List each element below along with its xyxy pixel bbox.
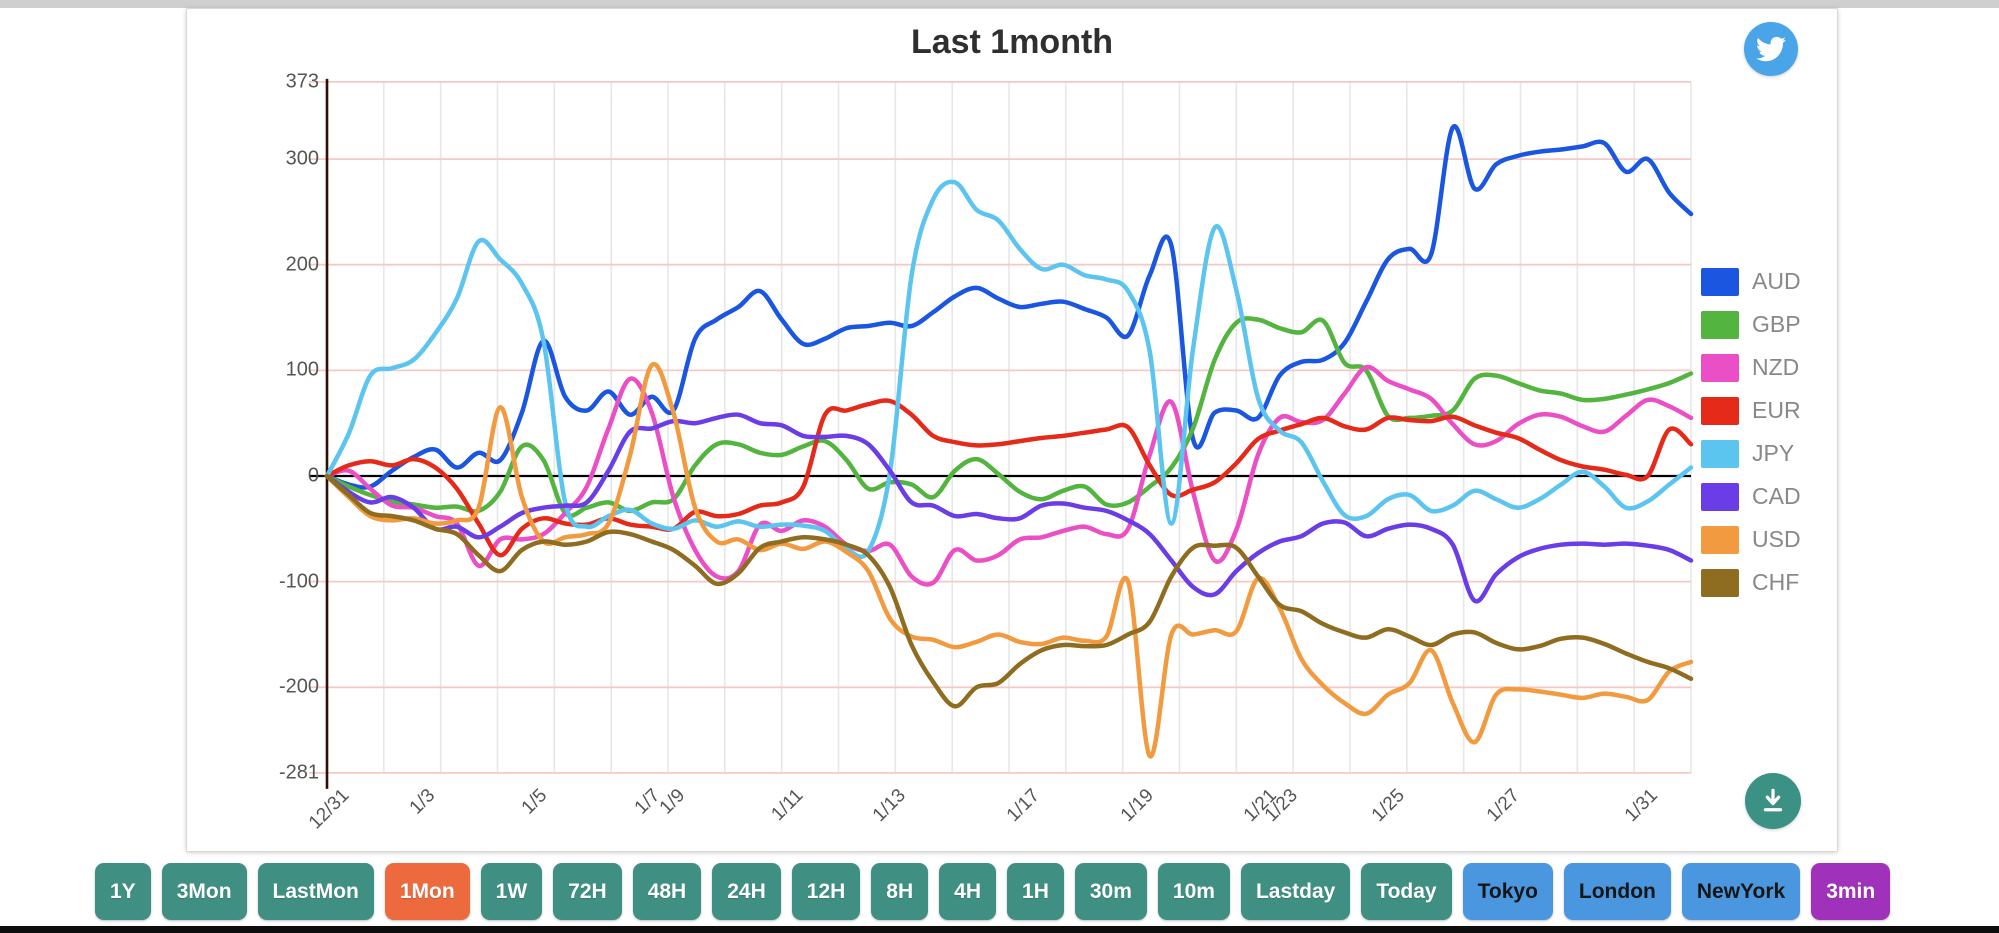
download-chart-button[interactable] [1745,773,1801,829]
timeframe-button-row: 1Y 3Mon LastMon 1Mon 1W 72H 48H 24H 12H 8H 4H 1H 30m… [95,863,1891,920]
timeframe-button-lastday[interactable]: Lastday [1240,863,1351,920]
timeframe-button-3min[interactable]: 3min [1811,863,1891,920]
timeframe-button-3mon[interactable]: 3Mon [161,863,247,920]
legend-label: CHF [1752,569,1800,595]
legend-swatch-chf [1701,568,1739,597]
series-line-gbp [324,316,1694,518]
legend-item-chf[interactable]: CHF [1701,561,1801,604]
legend-label: EUR [1752,397,1801,423]
timeframe-button-london[interactable]: London [1563,863,1671,920]
twitter-icon [1756,34,1786,64]
legend-label: NZD [1752,354,1800,380]
legend-item-usd[interactable]: USD [1701,518,1801,561]
y-tick-label: 200 [285,253,319,276]
y-tick-label: 0 [307,464,319,487]
chart-title: Last 1month [910,23,1114,61]
twitter-share-button[interactable] [1744,22,1798,76]
legend-item-eur[interactable]: EUR [1701,389,1801,432]
legend-label: USD [1752,526,1801,552]
y-tick-label: -200 [278,675,319,698]
series-line-aud [324,124,1694,490]
y-tick-label: 300 [285,147,319,170]
timeframe-button-24h[interactable]: 24H [712,863,781,920]
legend-label: AUD [1752,268,1801,294]
series-line-eur [324,398,1694,558]
chart-legend: AUD GBP NZD EUR JPY CAD USD CHF [1701,260,1801,604]
timeframe-button-lastmon[interactable]: LastMon [257,863,374,920]
timeframe-button-1w[interactable]: 1W [480,863,543,920]
timeframe-button-48h[interactable]: 48H [632,863,702,920]
timeframe-button-8h[interactable]: 8H [871,863,929,920]
legend-label: GBP [1752,311,1801,337]
timeframe-button-30m[interactable]: 30m [1074,863,1147,920]
timeframe-button-1h[interactable]: 1H [1007,863,1064,920]
timeframe-button-1mon[interactable]: 1Mon [384,863,470,920]
timeframe-button-12h[interactable]: 12H [791,863,861,920]
legend-label: JPY [1752,440,1795,466]
top-scroll-strip [0,0,1999,8]
series-line-chf [324,473,1694,709]
download-icon [1758,786,1788,816]
legend-label: CAD [1752,483,1801,509]
legend-swatch-eur [1701,396,1739,425]
legend-swatch-usd [1701,525,1739,554]
y-tick-label: 100 [285,358,319,381]
legend-item-aud[interactable]: AUD [1701,260,1801,303]
y-tick-label: -281 [278,761,319,784]
series-line-cad [324,412,1694,604]
timeframe-button-tokyo[interactable]: Tokyo [1462,863,1553,920]
timeframe-button-1y[interactable]: 1Y [95,863,151,920]
timeframe-button-72h[interactable]: 72H [553,863,622,920]
timeframe-button-newyork[interactable]: NewYork [1681,863,1801,920]
y-tick-label: -100 [278,570,319,593]
timeframe-button-today[interactable]: Today [1361,863,1452,920]
legend-item-jpy[interactable]: JPY [1701,432,1801,475]
chart-card: Last 1month 373 300 200 100 0 -100 -200 -281 12… [186,8,1838,852]
legend-item-gbp[interactable]: GBP [1701,303,1801,346]
legend-swatch-aud [1701,267,1739,296]
strength-chart [309,78,1694,789]
series-line-jpy [324,179,1694,560]
y-tick-label: 373 [285,70,319,93]
legend-swatch-cad [1701,482,1739,511]
legend-item-cad[interactable]: CAD [1701,475,1801,518]
legend-item-nzd[interactable]: NZD [1701,346,1801,389]
timeframe-button-10m[interactable]: 10m [1157,863,1230,920]
legend-swatch-nzd [1701,353,1739,382]
legend-swatch-jpy [1701,439,1739,468]
legend-swatch-gbp [1701,310,1739,339]
timeframe-button-4h[interactable]: 4H [939,863,997,920]
bottom-bar [0,926,1999,933]
